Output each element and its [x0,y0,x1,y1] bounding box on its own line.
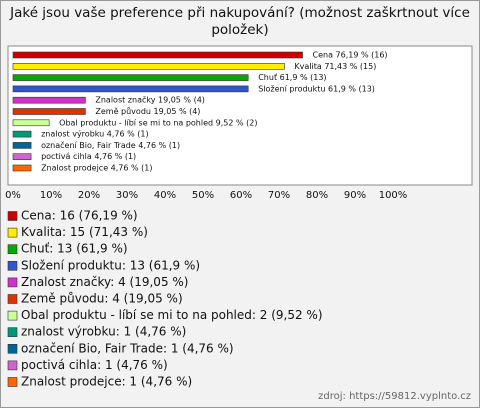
x-tick-label: 0% [5,190,21,201]
legend-swatch [7,327,18,338]
legend-label: Obal produktu - líbí se mi to na pohled:… [21,308,323,322]
legend-swatch [7,244,18,254]
x-tick-label: 30% [116,190,138,201]
data-label: Kvalita 71,43 % (15) [294,62,376,71]
data-label: Cena 76,19 % (16) [313,51,388,60]
legend-label: Kvalita: 15 (71,43 %) [21,225,148,239]
source: zdroj: https://59812.vyplnto.cz [318,391,471,402]
x-tick-label: 50% [192,190,214,201]
legend-swatch [7,360,18,371]
bar [12,130,32,138]
chart-title: Jaké jsou vaše preference při nakupování… [10,5,470,38]
x-tick-label: 40% [154,190,176,201]
legend-swatch [7,343,18,354]
bar [12,164,32,172]
legend-swatch [7,377,18,387]
legend-swatch [7,211,18,221]
legend-label: Chuť: 13 (61,9 %) [21,242,128,256]
legend-label: Cena: 16 (76,19 %) [21,209,138,223]
legend-label: Složení produktu: 13 (61,9 %) [21,258,200,272]
data-label: znalost výrobku 4,76 % (1) [41,130,149,139]
bar [12,85,249,93]
bar [12,62,285,70]
bar [12,142,32,149]
bar [12,153,32,160]
data-label: Znalost značky 19,05 % (4) [95,95,205,105]
x-tick-label: 100% [379,190,408,201]
legend-label: Znalost značky: 4 (19,05 %) [21,275,188,289]
data-label: poctivá cihla 4,76 % (1) [41,152,136,161]
bar [12,108,86,115]
legend-swatch [7,277,18,288]
data-label: Chuť 61,9 % (13) [258,73,326,82]
x-tick-label: 70% [268,190,290,201]
x-tick-label: 10% [40,190,62,201]
legend-label: Znalost prodejce: 1 (4,76 %) [21,375,192,389]
legend-swatch [7,310,18,321]
bar [12,51,303,59]
legend-swatch [7,227,18,238]
legend-swatch [7,294,18,304]
x-tick-label: 90% [344,190,366,201]
legend-label: označení Bio, Fair Trade: 1 (4,76 %) [21,341,234,355]
legend-label: Země původu: 4 (19,05 %) [21,292,183,306]
bar [12,74,249,81]
legend-swatch [7,260,18,271]
data-label: Obal produktu - líbí se mi to na pohled … [59,118,257,127]
x-tick-label: 20% [78,190,100,201]
data-label: označení Bio, Fair Trade 4,76 % (1) [41,140,180,150]
data-label: Složení produktu 61,9 % (13) [258,84,375,93]
bar [12,119,50,127]
data-label: Znalost prodejce 4,76 % (1) [41,164,152,173]
x-tick-label: 80% [306,190,328,201]
bar [12,96,86,104]
legend-label: poctivá cihla: 1 (4,76 %) [21,358,168,372]
x-tick-label: 60% [230,190,252,201]
legend-label: znalost výrobku: 1 (4,76 %) [21,325,186,339]
data-label: Země původu 19,05 % (4) [95,106,200,116]
